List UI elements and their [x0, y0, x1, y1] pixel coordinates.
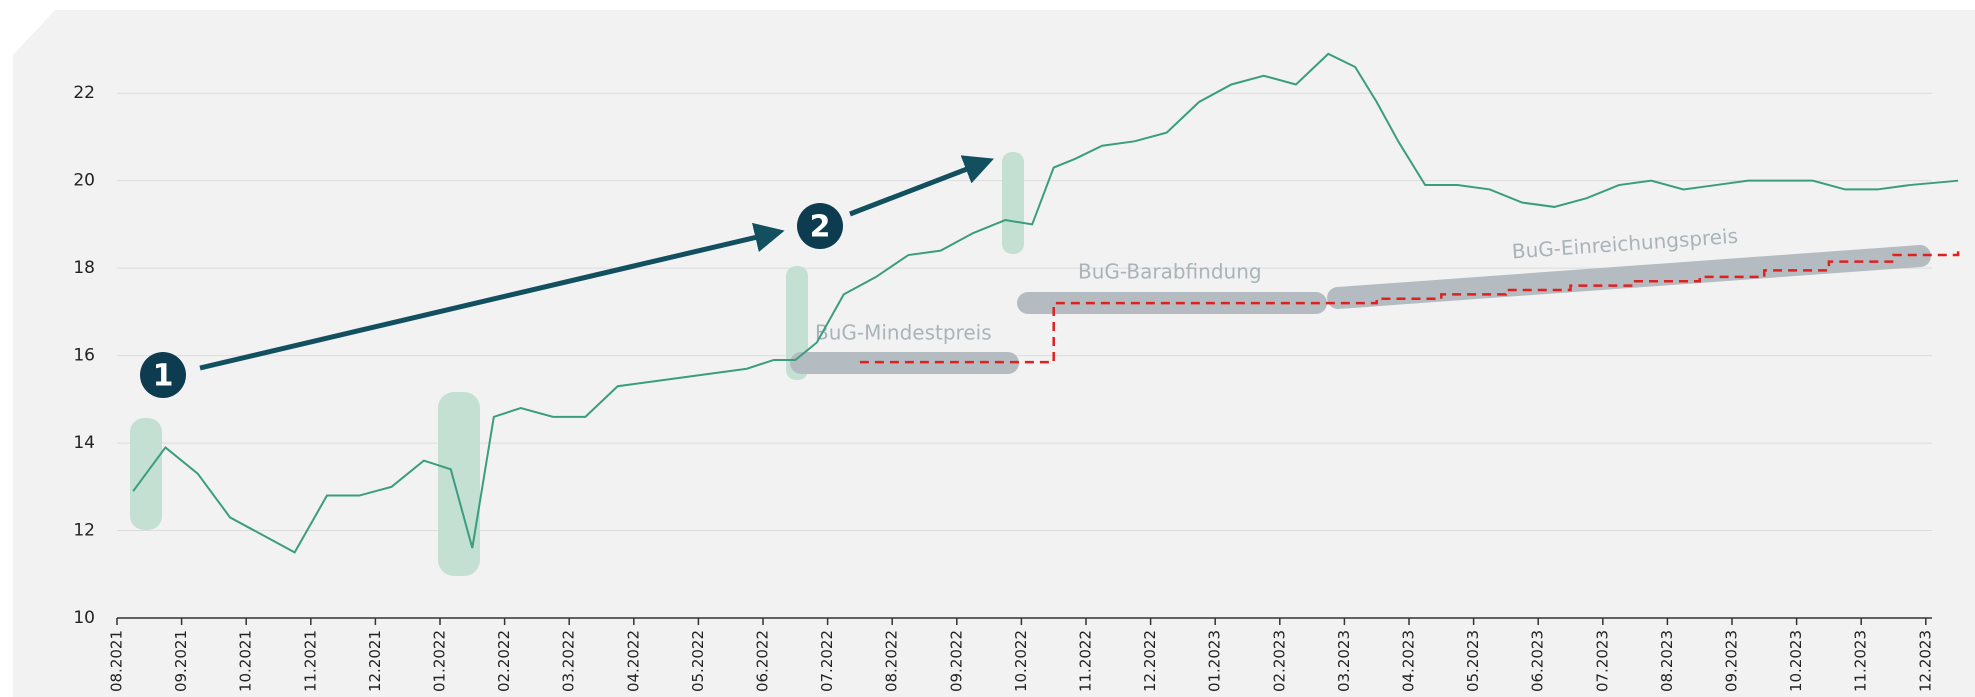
x-tick-label: 08.2021	[108, 630, 126, 692]
x-tick-label: 08.2022	[883, 630, 901, 692]
highlight	[438, 392, 480, 576]
y-tick-label: 16	[73, 346, 95, 366]
highlight	[786, 266, 808, 380]
x-tick-label: 06.2022	[754, 630, 772, 692]
plot	[132, 52, 1960, 554]
x-tick-label: 09.2021	[172, 630, 190, 692]
x-tick-label: 05.2022	[689, 630, 707, 692]
x-tick-label: 08.2023	[1658, 630, 1676, 692]
marker-label: 2	[810, 210, 831, 245]
x-tick-label: 11.2021	[301, 630, 319, 692]
x-tick-label: 07.2023	[1593, 630, 1611, 692]
x-tick-label: 09.2023	[1723, 630, 1741, 692]
x-tick-label: 10.2023	[1787, 630, 1805, 692]
x-tick-label: 11.2022	[1077, 630, 1095, 692]
x-tick-label: 04.2022	[624, 630, 642, 692]
x-tick-label: 10.2021	[237, 630, 255, 692]
x-tick-label: 12.2021	[366, 630, 384, 692]
y-tick-label: 18	[73, 258, 95, 278]
highlight	[1002, 152, 1024, 254]
x-tick-label: 01.2022	[431, 630, 449, 692]
y-tick-label: 20	[73, 171, 95, 191]
arrow	[849, 155, 995, 217]
x-tick-label: 01.2023	[1206, 630, 1224, 692]
band	[1327, 245, 1931, 309]
marker-circle	[797, 203, 843, 249]
marker-label: 1	[153, 359, 174, 394]
x-tick-label: 02.2023	[1270, 630, 1288, 692]
annotation: BuG-Mindestpreis	[815, 321, 992, 345]
x-tick-label: 12.2022	[1141, 630, 1159, 692]
x-tick-label: 03.2023	[1335, 630, 1353, 692]
y-tick-label: 12	[73, 521, 95, 541]
x-tick-label: 11.2023	[1852, 630, 1870, 692]
x-tick-label: 05.2023	[1464, 630, 1482, 692]
series-line	[132, 52, 1959, 554]
x-tick-label: 03.2022	[560, 630, 578, 692]
arrow	[199, 222, 785, 371]
x-tick-label: 07.2022	[818, 630, 836, 692]
x-tick-label: 12.2023	[1916, 630, 1934, 692]
x-tick-label: 09.2022	[947, 630, 965, 692]
x-tick-label: 04.2023	[1400, 630, 1418, 692]
x-tick-label: 06.2023	[1529, 630, 1547, 692]
annotation: BuG-Barabfindung	[1078, 260, 1262, 284]
marker-circle	[140, 352, 186, 398]
y-tick-label: 22	[73, 83, 95, 103]
x-tick-label: 10.2022	[1012, 630, 1030, 692]
x-tick-label: 02.2022	[495, 630, 513, 692]
y-tick-label: 10	[73, 608, 95, 628]
y-tick-label: 14	[73, 433, 95, 453]
